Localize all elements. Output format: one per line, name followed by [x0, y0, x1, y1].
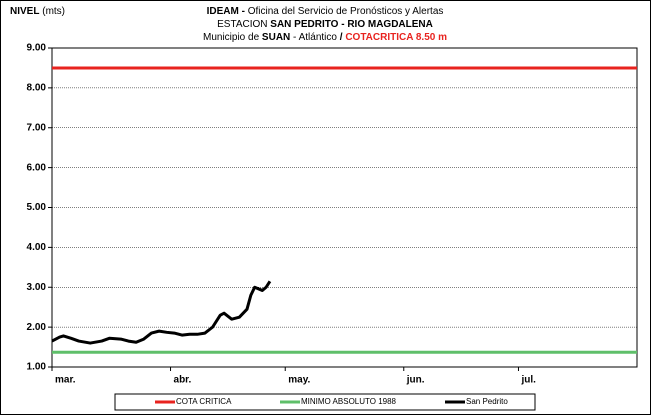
- y-tick-label: 8.00: [27, 83, 47, 94]
- y-tick-label: 6.00: [27, 162, 47, 173]
- title-line-3: Municipio de SUAN - Atlántico / COTACRIT…: [203, 32, 447, 43]
- y-axis-label: NIVEL (mts): [10, 6, 65, 17]
- title-part: SAN PEDRITO - RIO MAGDALENA: [270, 19, 433, 30]
- title-part: - Atlántico: [293, 32, 337, 43]
- legend-label: MINIMO ABSOLUTO 1988: [301, 397, 397, 406]
- x-tick-label: jun.: [406, 375, 425, 386]
- legend-label: COTA CRITICA: [176, 397, 232, 406]
- title-part: Oficina del Servicio de Pronósticos y Al…: [248, 6, 444, 17]
- title-part: Municipio de: [203, 32, 260, 43]
- y-label-part: NIVEL: [10, 6, 39, 17]
- title-part: /: [340, 32, 343, 43]
- title-part: ESTACION: [217, 19, 267, 30]
- y-label-part: (mts): [42, 6, 65, 17]
- y-tick-label: 2.00: [27, 322, 47, 333]
- title-part: COTACRITICA 8.50 m: [345, 32, 447, 43]
- y-tick-label: 9.00: [27, 43, 47, 54]
- legend-label: San Pedrito: [466, 397, 508, 406]
- title-line-2: ESTACION SAN PEDRITO - RIO MAGDALENA: [217, 19, 433, 30]
- x-tick-label: mar.: [55, 375, 76, 386]
- title-part: IDEAM -: [207, 6, 245, 17]
- y-tick-label: 5.00: [27, 202, 47, 213]
- x-tick-label: abr.: [174, 375, 192, 386]
- y-tick-label: 4.00: [27, 242, 47, 253]
- title-part: SUAN: [262, 32, 290, 43]
- legend: [114, 393, 536, 411]
- y-tick-label: 3.00: [27, 282, 47, 293]
- x-tick-label: jul.: [520, 375, 536, 386]
- series-line: [51, 280, 272, 345]
- title-line-1: IDEAM - Oficina del Servicio de Pronósti…: [207, 6, 444, 17]
- y-tick-label: 1.00: [27, 362, 47, 373]
- x-tick-label: may.: [288, 375, 310, 386]
- y-tick-label: 7.00: [27, 122, 47, 133]
